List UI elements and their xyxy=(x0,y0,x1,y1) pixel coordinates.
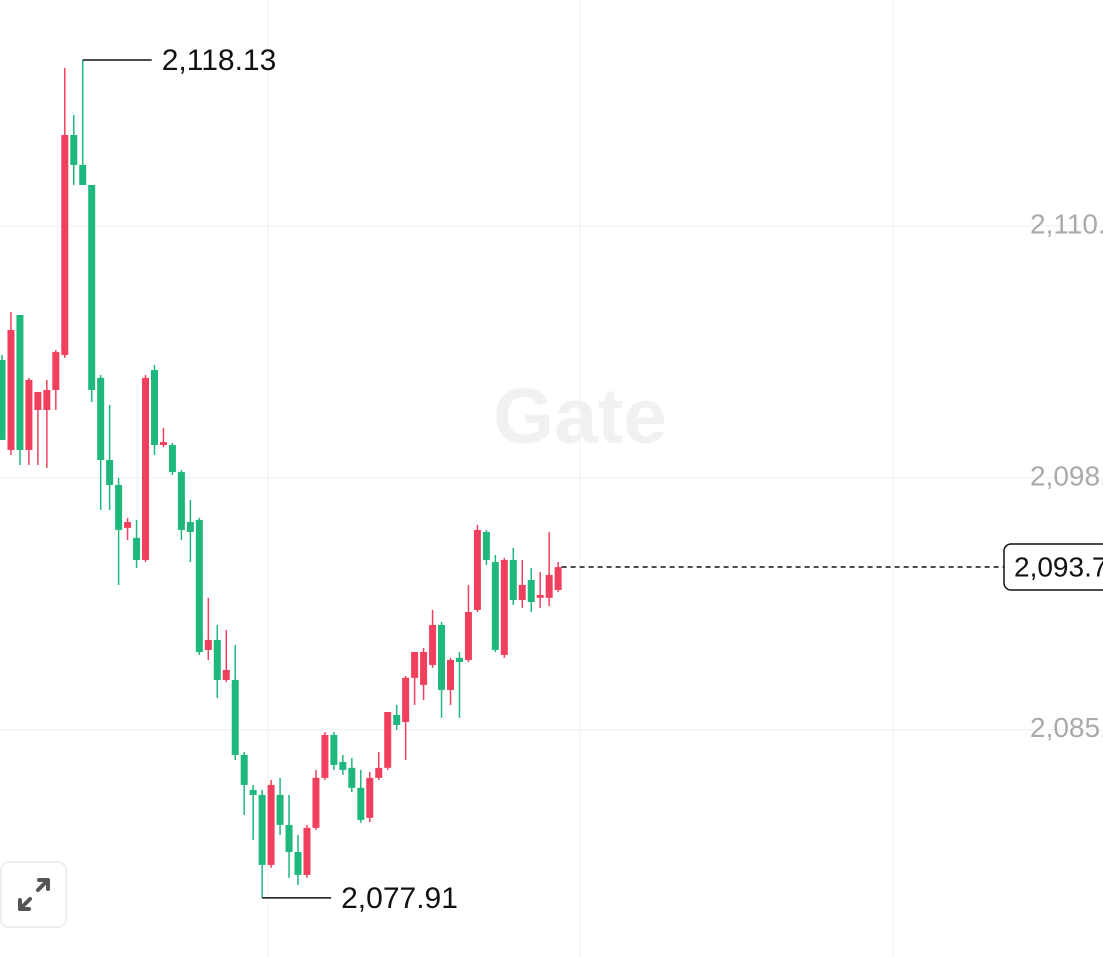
candle-body xyxy=(159,442,167,445)
candle-body xyxy=(500,559,508,655)
candle-body xyxy=(384,712,392,768)
candle-body xyxy=(177,472,185,530)
expand-button[interactable] xyxy=(0,861,67,928)
candle-body xyxy=(34,392,42,410)
candle-body xyxy=(294,852,302,875)
last-price-box xyxy=(1003,543,1103,591)
candle-body xyxy=(285,824,293,853)
candle-body xyxy=(411,652,419,678)
y-tick-label: 2,098.07 xyxy=(1030,460,1103,491)
candle-body xyxy=(464,612,472,660)
candle-body xyxy=(150,369,158,445)
watermark: Gate xyxy=(493,372,666,460)
last-price-label: 2,093.79 xyxy=(1014,551,1103,582)
candle-body xyxy=(438,624,446,690)
candle-body xyxy=(357,787,365,820)
candle-body xyxy=(115,484,123,530)
candle-body xyxy=(88,184,96,390)
candle-body xyxy=(482,532,490,560)
expand-icon[interactable] xyxy=(18,878,50,911)
candle-body xyxy=(97,377,105,460)
candle-body xyxy=(455,657,463,663)
candle-body xyxy=(61,134,69,355)
candle-body xyxy=(16,314,24,450)
candle-body xyxy=(231,679,239,755)
candle-body xyxy=(186,522,194,533)
candle-body xyxy=(330,734,338,765)
candle-body xyxy=(142,377,150,560)
candle-body xyxy=(204,639,212,650)
candle-body xyxy=(52,352,60,390)
candle-body xyxy=(473,529,481,610)
candle-body xyxy=(321,734,329,778)
candle-body xyxy=(7,329,15,450)
candle-body xyxy=(420,652,428,685)
y-tick-label: 2,085.98 xyxy=(1030,712,1103,743)
candle-body xyxy=(133,537,141,560)
candle-body xyxy=(429,624,437,665)
candle-body xyxy=(348,767,356,788)
candle-body xyxy=(509,559,517,600)
candle-body xyxy=(195,519,203,653)
expand-button-bg[interactable] xyxy=(0,861,67,928)
candle-body xyxy=(79,164,87,185)
candle-body xyxy=(0,359,6,440)
candle-body xyxy=(518,584,526,600)
candle-body xyxy=(366,777,374,818)
candle-body xyxy=(168,444,176,473)
candle-body xyxy=(25,379,33,450)
candle-body xyxy=(258,794,266,865)
candle-body xyxy=(527,579,535,603)
candle-body xyxy=(276,794,284,825)
candle-body xyxy=(402,677,410,723)
candle-body xyxy=(267,784,275,865)
candle-body xyxy=(43,389,51,410)
candle-body xyxy=(554,567,562,590)
candle-body xyxy=(375,767,383,778)
candle-body xyxy=(303,827,311,875)
candle-body xyxy=(222,669,230,680)
candle-body xyxy=(536,594,544,598)
candle-body xyxy=(491,562,499,650)
candle-body xyxy=(447,659,454,690)
candle-body xyxy=(213,639,221,680)
candle-body xyxy=(106,459,114,485)
annotation-label: 2,118.13 xyxy=(162,44,277,77)
candle-body xyxy=(393,714,401,725)
candle-body xyxy=(70,134,78,165)
candle-body xyxy=(240,754,248,785)
candle-body xyxy=(249,789,257,795)
y-tick-label: 2,110.16 xyxy=(1030,208,1103,239)
candle-body xyxy=(312,777,320,828)
candle-body xyxy=(124,522,132,528)
candle-body xyxy=(339,762,347,770)
candle-body xyxy=(545,574,553,598)
annotation-label: 2,077.91 xyxy=(341,882,458,915)
